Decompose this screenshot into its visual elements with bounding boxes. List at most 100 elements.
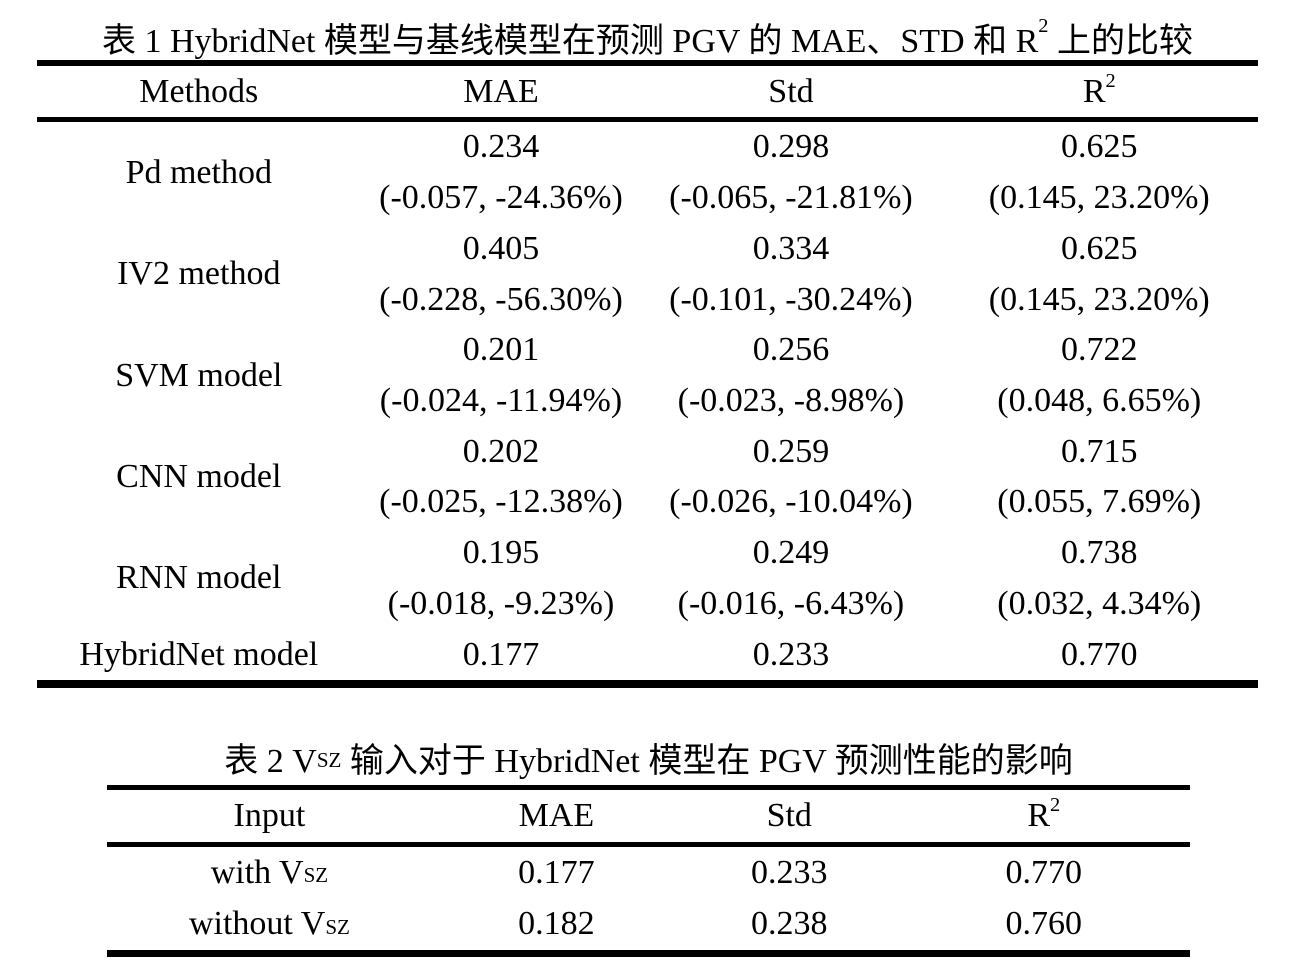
mae-value: 0.195 [462, 534, 540, 572]
std-value: 0.334 [752, 229, 830, 267]
vsz-subscript: SZ [303, 863, 329, 888]
r2-base: R [1027, 796, 1050, 834]
r2-delta-note: (0.145, 23.20%) [988, 179, 1210, 217]
std-value: 0.233 [752, 635, 830, 673]
table1-row-cnn-model: CNN model 0.202 (-0.025, -12.38%) 0.259 … [37, 426, 1258, 527]
mae-value: 0.182 [518, 905, 595, 943]
std-delta-note: (-0.026, -10.04%) [669, 483, 913, 521]
std-delta-note: (-0.016, -6.43%) [677, 584, 905, 622]
std-delta-note: (-0.023, -8.98%) [677, 381, 905, 419]
r2-value: 0.722 [1061, 331, 1138, 369]
table1-header-rule [37, 117, 1258, 122]
r2-cell: 0.722 (0.048, 6.65%) [941, 325, 1258, 426]
r2-base: R [1082, 72, 1106, 110]
r2-cell: 0.625 (0.145, 23.20%) [941, 122, 1258, 223]
column-header-input: Input [233, 796, 306, 834]
mae-value: 0.177 [462, 635, 540, 673]
method-label: HybridNet model [79, 635, 319, 673]
column-header-mae: MAE [518, 796, 595, 834]
method-label: IV2 method [117, 255, 281, 293]
table1-section: 表 1 HybridNet 模型与基线模型在预测 PGV 的 MAE、STD 和… [37, 14, 1258, 688]
std-cell: 0.249 (-0.016, -6.43%) [641, 528, 940, 629]
mae-cell: 0.405 (-0.228, -56.30%) [361, 223, 642, 324]
r2-delta-note: (0.032, 4.34%) [997, 584, 1202, 622]
r2-value: 0.625 [1061, 229, 1138, 267]
r2-delta-note: (0.048, 6.65%) [997, 381, 1202, 419]
table2-top-rule [107, 784, 1190, 790]
mae-value: 0.177 [518, 853, 595, 891]
r2-delta-note: (0.055, 7.69%) [997, 483, 1202, 521]
r2-superscript: 2 [1105, 69, 1116, 92]
table1-row-rnn-model: RNN model 0.195 (-0.018, -9.23%) 0.249 (… [37, 528, 1258, 629]
r2-superscript: 2 [1050, 794, 1061, 817]
mae-delta-note: (-0.018, -9.23%) [387, 584, 615, 622]
r2-delta-note: (0.145, 23.20%) [988, 280, 1210, 318]
mae-delta-note: (-0.057, -24.36%) [379, 179, 623, 217]
r2-value: 0.738 [1061, 534, 1138, 572]
table1-row-hybridnet-model: HybridNet model 0.177 0.233 0.770 [37, 629, 1258, 680]
table2-title-text: 表 2 V [224, 743, 317, 781]
table1-row-iv2-method: IV2 method 0.405 (-0.228, -56.30%) 0.334… [37, 223, 1258, 324]
table1-title: 表 1 HybridNet 模型与基线模型在预测 PGV 的 MAE、STD 和… [37, 14, 1258, 60]
std-value: 0.249 [752, 534, 830, 572]
table2-title: 表 2 V SZ 输入对于 HybridNet 模型在 PGV 预测性能的影响 [107, 731, 1190, 785]
table2-bottom-rule [107, 949, 1190, 957]
std-cell: 0.256 (-0.023, -8.98%) [641, 325, 940, 426]
r2-value: 0.770 [1005, 853, 1083, 891]
table2-row-with-vsz: with V SZ 0.177 0.233 0.770 [107, 847, 1190, 899]
column-header-mae: MAE [463, 72, 539, 110]
column-header-std: Std [766, 796, 812, 834]
column-header-methods: Methods [139, 72, 259, 110]
mae-cell: 0.201 (-0.024, -11.94%) [361, 325, 642, 426]
std-value: 0.256 [752, 331, 830, 369]
table2-section: 表 2 V SZ 输入对于 HybridNet 模型在 PGV 预测性能的影响 I… [107, 731, 1190, 957]
std-delta-note: (-0.101, -30.24%) [669, 280, 913, 318]
method-label: SVM model [115, 356, 283, 394]
r2-value: 0.715 [1061, 432, 1138, 470]
mae-value: 0.405 [462, 229, 540, 267]
input-label: with V SZ [107, 847, 432, 899]
r2-superscript: 2 [1038, 15, 1049, 38]
input-label-text: without V [188, 905, 326, 943]
table1-title-text: 表 1 HybridNet 模型与基线模型在预测 PGV 的 MAE、STD 和… [102, 22, 1039, 60]
std-value: 0.259 [752, 432, 830, 470]
vsz-subscript: SZ [316, 748, 342, 773]
table1-row-pd-method: Pd method 0.234 (-0.057, -24.36%) 0.298 … [37, 122, 1258, 223]
table1-top-rule [37, 60, 1258, 66]
r2-cell: 0.625 (0.145, 23.20%) [941, 223, 1258, 324]
std-cell: 0.298 (-0.065, -21.81%) [641, 122, 940, 223]
std-value: 0.238 [751, 905, 828, 943]
method-label: RNN model [116, 559, 282, 597]
table2-title-text-post: 输入对于 HybridNet 模型在 PGV 预测性能的影响 [341, 743, 1073, 781]
r2-cell: 0.715 (0.055, 7.69%) [941, 426, 1258, 527]
vsz-subscript: SZ [325, 914, 350, 939]
std-delta-note: (-0.065, -21.81%) [669, 179, 913, 217]
mae-cell: 0.195 (-0.018, -9.23%) [361, 528, 642, 629]
method-label: CNN model [116, 458, 282, 496]
r2-value: 0.760 [1005, 905, 1083, 943]
r2-value: 0.770 [1061, 635, 1138, 673]
std-value: 0.233 [751, 853, 828, 891]
mae-value: 0.234 [462, 128, 540, 166]
table1-title-text-post: 上的比较 [1048, 22, 1193, 60]
std-value: 0.298 [752, 128, 830, 166]
std-cell: 0.259 (-0.026, -10.04%) [641, 426, 940, 527]
r2-value: 0.625 [1061, 128, 1138, 166]
mae-delta-note: (-0.025, -12.38%) [379, 483, 623, 521]
mae-value: 0.201 [462, 331, 540, 369]
table2-row-without-vsz: without V SZ 0.182 0.238 0.760 [107, 898, 1190, 950]
mae-cell: 0.202 (-0.025, -12.38%) [361, 426, 642, 527]
mae-delta-note: (-0.228, -56.30%) [379, 280, 623, 318]
mae-value: 0.202 [462, 432, 540, 470]
column-header-std: Std [768, 72, 814, 110]
mae-cell: 0.234 (-0.057, -24.36%) [361, 122, 642, 223]
table1-row-svm-model: SVM model 0.201 (-0.024, -11.94%) 0.256 … [37, 325, 1258, 426]
r2-cell: 0.738 (0.032, 4.34%) [941, 528, 1258, 629]
method-label: Pd method [125, 153, 272, 191]
std-cell: 0.334 (-0.101, -30.24%) [641, 223, 940, 324]
